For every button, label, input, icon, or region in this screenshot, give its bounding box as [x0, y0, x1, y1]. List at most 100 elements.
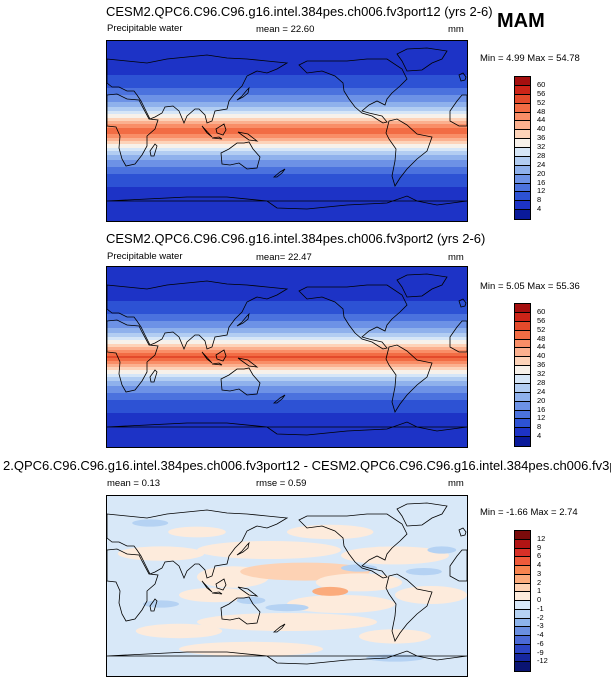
panel1-field-row [107, 138, 467, 140]
panel2-coastline-3 [220, 367, 261, 396]
panel2-field-row [107, 422, 467, 424]
panel1-field-row [107, 128, 467, 130]
panel2-field-row [107, 377, 467, 379]
panel1-colorbar-swatch [515, 174, 530, 184]
panel2-field-row [107, 400, 467, 402]
panel1-field-row [107, 44, 467, 46]
panel3-colorbar-tick: -6 [537, 638, 544, 648]
panel3-rmse-value: 0.59 [287, 478, 307, 489]
panel2-field-row [107, 445, 467, 447]
panel3-coastline-5 [385, 573, 433, 642]
panel3-anomaly-patch [359, 629, 431, 644]
panel1-mean-value: 22.60 [290, 24, 315, 35]
panel1-field-row [107, 210, 467, 212]
panel2-field-row [107, 293, 467, 295]
panel3-anomaly-patch [287, 595, 395, 613]
panel3-mean-value: 0.13 [141, 478, 161, 489]
panel3-colorbar-swatch [515, 662, 530, 671]
panel3-coastline-8 [201, 580, 213, 593]
panel1-field-row [107, 147, 467, 149]
panel2-field-row [107, 338, 467, 340]
panel1-field-row [107, 106, 467, 108]
panel2-field-row [107, 322, 467, 324]
panel2-field-row [107, 271, 467, 273]
panel1-field-row [107, 70, 467, 72]
panel2-colorbar-tick: 28 [537, 377, 546, 387]
panel1-mean: mean = 22.60 [256, 24, 314, 35]
panel2-field-row [107, 280, 467, 282]
panel3-anomaly-patch [427, 546, 457, 554]
panel1-field-row [107, 170, 467, 172]
panel1-field-row [107, 164, 467, 166]
panel2-field-row [107, 359, 467, 361]
panel1-field-row [107, 214, 467, 216]
panel2-field-row [107, 362, 467, 364]
panel1-field-row [107, 150, 467, 152]
panel1-field-row [107, 186, 467, 188]
panel2-colorbar-swatch [515, 392, 530, 402]
panel1-field-row [107, 181, 467, 183]
panel1-field-row [107, 191, 467, 193]
panel2-field-row [107, 379, 467, 381]
panel2-colorbar-tick: 24 [537, 386, 546, 396]
panel2-coastline-2 [449, 320, 467, 353]
panel1-field-row [107, 172, 467, 174]
panel3-anomaly-patch [315, 573, 403, 592]
panel2-field-row [107, 319, 467, 321]
panel2-colorbar-swatch [515, 348, 530, 358]
panel1-field-row [107, 213, 467, 215]
panel1-field-row [107, 193, 467, 195]
panel3-max-label: Max = [530, 507, 557, 518]
panel1-field-row [107, 154, 467, 156]
panel1-field-row [107, 167, 467, 169]
panel2-field-row [107, 376, 467, 378]
panel3-rmse-label: rmse = [256, 478, 286, 489]
panel1-field-row [107, 171, 467, 173]
panel1-field-row [107, 102, 467, 104]
panel1-field-row [107, 192, 467, 194]
panel1-field-row [107, 77, 467, 79]
panel3-colorbar-swatch [515, 609, 530, 619]
panel2-field-row [107, 412, 467, 414]
panel1-coastline-6 [396, 47, 448, 72]
panel2-field-row [107, 387, 467, 389]
panel1-units: mm [448, 24, 464, 35]
panel1-field-row [107, 92, 467, 94]
panel2-field-row [107, 295, 467, 297]
panel2-field-row [107, 364, 467, 366]
panel1-coastline-9 [215, 123, 227, 136]
panel3-coastline-10 [237, 586, 259, 597]
panel2-field-row [107, 274, 467, 276]
panel1-field-row [107, 69, 467, 71]
panel1-min-value: 4.99 [506, 53, 525, 64]
panel2-field-row [107, 360, 467, 362]
panel1-field-row [107, 148, 467, 150]
panel2-variable: Precipitable water [107, 251, 183, 262]
panel1-coastline-10 [237, 131, 259, 142]
panel1-field-row [107, 209, 467, 211]
panel3-units: mm [448, 478, 464, 489]
panel2-field-row [107, 268, 467, 270]
panel1-field-row [107, 111, 467, 113]
panel2-field-row [107, 328, 467, 330]
panel2-colorbar-tick: 52 [537, 324, 546, 334]
panel3-colorbar-tick: 0 [537, 595, 542, 604]
panel1-field-row [107, 45, 467, 47]
panel1-field-row [107, 161, 467, 163]
panel2-mean-value: 22.47 [287, 252, 312, 263]
panel2-colorbar-swatch [515, 401, 530, 411]
panel2-max-label: Max = [527, 281, 554, 292]
panel1-colorbar-swatch [515, 94, 530, 104]
panel2-field-row [107, 301, 467, 303]
panel1-field-row [107, 62, 467, 64]
panel1-field-row [107, 177, 467, 179]
panel1-field-row [107, 73, 467, 75]
panel3-colorbar-swatch [515, 644, 530, 654]
panel2-field-row [107, 309, 467, 311]
panel2-field-row [107, 333, 467, 335]
panel2-field-row [107, 418, 467, 420]
panel1-field-row [107, 131, 467, 133]
panel2-colorbar-tick: 60 [537, 306, 546, 316]
panel2-field-row [107, 371, 467, 373]
panel2-coastlines [107, 273, 467, 436]
